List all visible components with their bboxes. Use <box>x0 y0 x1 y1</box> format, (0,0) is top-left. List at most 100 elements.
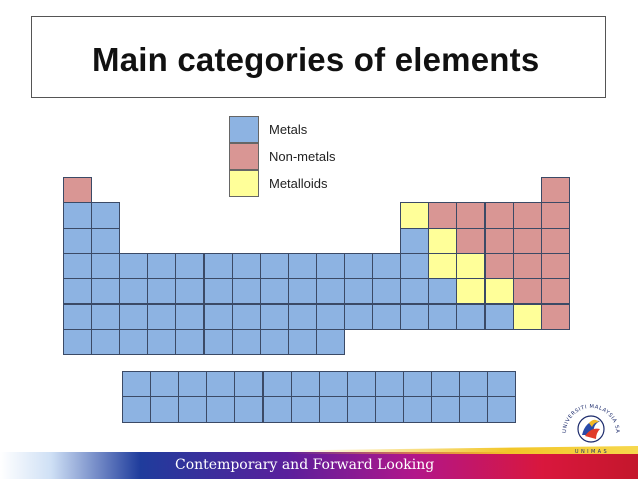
main-table-cell <box>287 252 317 280</box>
f-block-cell <box>459 371 489 398</box>
f-block-cell <box>150 396 180 423</box>
main-table-cell <box>512 278 542 305</box>
f-block-cell <box>178 396 208 423</box>
f-block-cell <box>431 371 461 398</box>
f-block-cell <box>206 396 236 423</box>
main-table-cell <box>540 303 570 330</box>
main-table-cell <box>91 202 121 229</box>
main-table-cell <box>540 177 570 204</box>
f-block-cell <box>318 396 348 423</box>
main-table-cell <box>91 303 121 330</box>
main-table-cell <box>428 303 458 330</box>
main-table-cell <box>147 328 177 356</box>
main-table-cell <box>400 278 430 305</box>
main-table-cell <box>231 252 261 280</box>
legend-item-non-metals: Non-metals <box>229 143 429 171</box>
main-table-cell <box>484 278 514 305</box>
main-table-cell <box>175 328 205 356</box>
f-block-cell <box>290 396 320 423</box>
main-table-cell <box>231 328 261 356</box>
main-table-cell <box>63 278 93 305</box>
main-table-cell <box>119 278 149 305</box>
main-table-cell <box>400 227 430 254</box>
legend-item-metalloids: Metalloids <box>229 170 429 198</box>
main-table-cell <box>259 303 289 330</box>
main-table-cell <box>372 252 402 280</box>
f-block-cell <box>122 396 152 423</box>
legend-swatch-metalloids <box>229 170 259 197</box>
main-table-cell <box>231 303 261 330</box>
main-table-cell <box>63 328 93 356</box>
main-table-cell <box>428 278 458 305</box>
main-table-cell <box>484 202 514 229</box>
footer-bar <box>0 452 638 479</box>
main-table-cell <box>344 303 374 330</box>
main-table-cell <box>91 278 121 305</box>
main-table-cell <box>428 202 458 229</box>
main-table-cell <box>400 202 430 229</box>
main-table-cell <box>63 177 93 204</box>
main-table-cell <box>456 252 486 280</box>
main-table-cell <box>91 227 121 254</box>
main-table-cell <box>372 303 402 330</box>
f-block-cell <box>234 371 264 398</box>
f-block-cell <box>431 396 461 423</box>
main-table-cell <box>63 202 93 229</box>
main-table-cell <box>372 278 402 305</box>
f-block-cell <box>459 396 489 423</box>
main-table-cell <box>456 227 486 254</box>
f-block-cell <box>234 396 264 423</box>
f-block-cell <box>262 396 292 423</box>
main-table-cell <box>175 252 205 280</box>
f-block-cell <box>487 396 517 423</box>
logo-short-text: U N I M A S <box>575 449 607 455</box>
main-table-cell <box>512 252 542 280</box>
legend-label-metals: Metals <box>269 122 308 137</box>
main-table-cell <box>456 303 486 330</box>
legend-label-non-metals: Non-metals <box>269 149 336 164</box>
main-table-cell <box>175 278 205 305</box>
main-table-cell <box>428 252 458 280</box>
f-block-cell <box>122 371 152 398</box>
main-table-cell <box>91 252 121 280</box>
unimas-logo-icon: UNIVERSITI MALAYSIA SARAWAK U N I M A S <box>553 391 619 455</box>
f-block-cell <box>346 371 376 398</box>
main-table-cell <box>203 328 233 356</box>
main-table-cell <box>119 328 149 356</box>
main-table-cell <box>287 278 317 305</box>
main-table-cell <box>540 227 570 254</box>
f-block-cell <box>150 371 180 398</box>
f-block-cell <box>290 371 320 398</box>
main-table-cell <box>456 202 486 229</box>
legend-swatch-non-metals <box>229 143 259 170</box>
legend-label-metalloids: Metalloids <box>269 176 328 191</box>
main-table-cell <box>147 252 177 280</box>
f-block-cell <box>318 371 348 398</box>
main-table-cell <box>315 252 345 280</box>
main-table-cell <box>287 328 317 356</box>
main-table-cell <box>484 227 514 254</box>
main-table-cell <box>456 278 486 305</box>
f-block-cell <box>178 371 208 398</box>
main-table-cell <box>512 202 542 229</box>
main-table-cell <box>203 278 233 305</box>
f-block-cell <box>346 396 376 423</box>
main-table-cell <box>63 303 93 330</box>
main-table-cell <box>287 303 317 330</box>
f-block-cell <box>374 371 404 398</box>
f-block-cell <box>206 371 236 398</box>
f-block-cell <box>374 396 404 423</box>
f-block-cell <box>403 396 433 423</box>
main-table-cell <box>540 278 570 305</box>
title-box: Main categories of elements <box>31 16 606 98</box>
main-table-cell <box>344 278 374 305</box>
main-table-cell <box>512 303 542 330</box>
main-table-cell <box>203 303 233 330</box>
main-table-cell <box>259 278 289 305</box>
legend-swatch-metals <box>229 116 259 143</box>
main-table-cell <box>119 303 149 330</box>
f-block-cell <box>487 371 517 398</box>
main-table-cell <box>147 303 177 330</box>
unimas-logo: UNIVERSITI MALAYSIA SARAWAK U N I M A S <box>553 391 626 457</box>
